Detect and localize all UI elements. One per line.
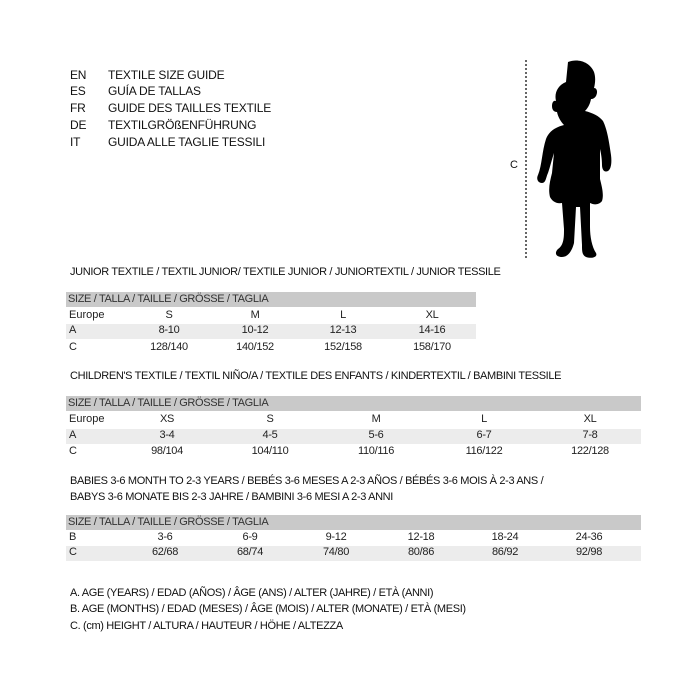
table-cell: M [250,309,260,321]
language-title: TEXTILGRÖßENFÜHRUNG [108,118,257,132]
language-code: ES [70,84,86,98]
size-header-label: SIZE / TALLA / TAILLE / GRÖSSE / TAGLIA [68,293,269,305]
row-label: C [69,341,77,353]
table-cell: 14-16 [418,324,446,336]
size-header-label: SIZE / TALLA / TAILLE / GRÖSSE / TAGLIA [68,516,269,528]
table-cell: 92/98 [575,546,603,558]
table-cell: XS [159,413,175,425]
junior-title: JUNIOR TEXTILE / TEXTIL JUNIOR/ TEXTILE … [70,266,501,278]
size-header-label: SIZE / TALLA / TAILLE / GRÖSSE / TAGLIA [68,397,269,409]
table-cell: 4-5 [262,429,278,441]
table-cell: L [481,413,487,425]
table-cell: 6-7 [476,429,492,441]
table-cell: 3-6 [157,531,173,543]
table-cell: L [340,309,346,321]
size-header-band: SIZE / TALLA / TAILLE / GRÖSSE / TAGLIA [66,515,641,530]
table-cell: 122/128 [571,445,609,457]
table-cell: 140/152 [236,341,274,353]
language-title: GUÍA DE TALLAS [108,84,201,98]
table-cell: 68/74 [236,546,264,558]
row-label: C [69,445,77,457]
shaded-row [66,324,476,339]
table-cell: 6-9 [242,531,258,543]
babies-title-line2: BABYS 3-6 MONATE BIS 2-3 JAHRE / BAMBINI… [70,491,393,503]
row-label: Europe [69,309,105,321]
table-cell: 128/140 [150,341,188,353]
table-cell: 74/80 [322,546,350,558]
row-label: Europe [69,413,105,425]
table-cell: 116/122 [465,445,503,457]
table-cell: 80/86 [407,546,435,558]
table-cell: XL [425,309,439,321]
language-code: EN [70,68,87,82]
babies-title-line1: BABIES 3-6 MONTH TO 2-3 YEARS / BEBÉS 3-… [70,475,544,487]
table-cell: 158/170 [413,341,451,353]
child-silhouette-icon [537,60,612,258]
table-cell: 24-36 [575,531,603,543]
table-cell: 9-12 [325,531,347,543]
table-cell: 12-18 [407,531,435,543]
table-cell: 12-13 [329,324,357,336]
table-cell: 10-12 [241,324,269,336]
row-label: A [69,429,77,441]
language-title: GUIDA ALLE TAGLIE TESSILI [108,135,266,149]
table-cell: XL [583,413,597,425]
language-title: GUIDE DES TAILLES TEXTILE [108,101,272,115]
row-label: B [69,531,77,543]
legend-a: A. AGE (YEARS) / EDAD (AÑOS) / ÂGE (ANS)… [70,587,434,599]
size-header-band: SIZE / TALLA / TAILLE / GRÖSSE / TAGLIA [66,396,641,411]
table-cell: 7-8 [582,429,598,441]
size-header-band: SIZE / TALLA / TAILLE / GRÖSSE / TAGLIA [66,292,476,307]
height-label: C [510,159,518,171]
children-title: CHILDREN'S TEXTILE / TEXTIL NIÑO/A / TEX… [70,370,562,382]
table-cell: 5-6 [368,429,384,441]
table-cell: 98/104 [151,445,183,457]
table-cell: 8-10 [158,324,180,336]
height-indicator [525,60,527,258]
table-cell: S [266,413,274,425]
language-code: DE [70,118,87,132]
language-code: IT [70,135,81,149]
row-label: A [69,324,77,336]
table-cell: 86/92 [491,546,519,558]
table-cell: 3-4 [159,429,175,441]
row-label: C [69,546,77,558]
table-cell: 18-24 [491,531,519,543]
shaded-row [66,546,641,561]
table-cell: 62/68 [151,546,179,558]
table-cell: M [371,413,381,425]
legend-b: B. AGE (MONTHS) / EDAD (MESES) / ÂGE (MO… [70,603,466,615]
table-cell: 104/110 [251,445,289,457]
table-cell: 152/158 [324,341,362,353]
language-title: TEXTILE SIZE GUIDE [108,68,225,82]
language-code: FR [70,101,86,115]
legend-c: C. (cm) HEIGHT / ALTURA / HAUTEUR / HÖHE… [70,620,343,632]
table-cell: S [165,309,173,321]
table-cell: 110/116 [357,445,395,457]
shaded-row [66,429,641,444]
